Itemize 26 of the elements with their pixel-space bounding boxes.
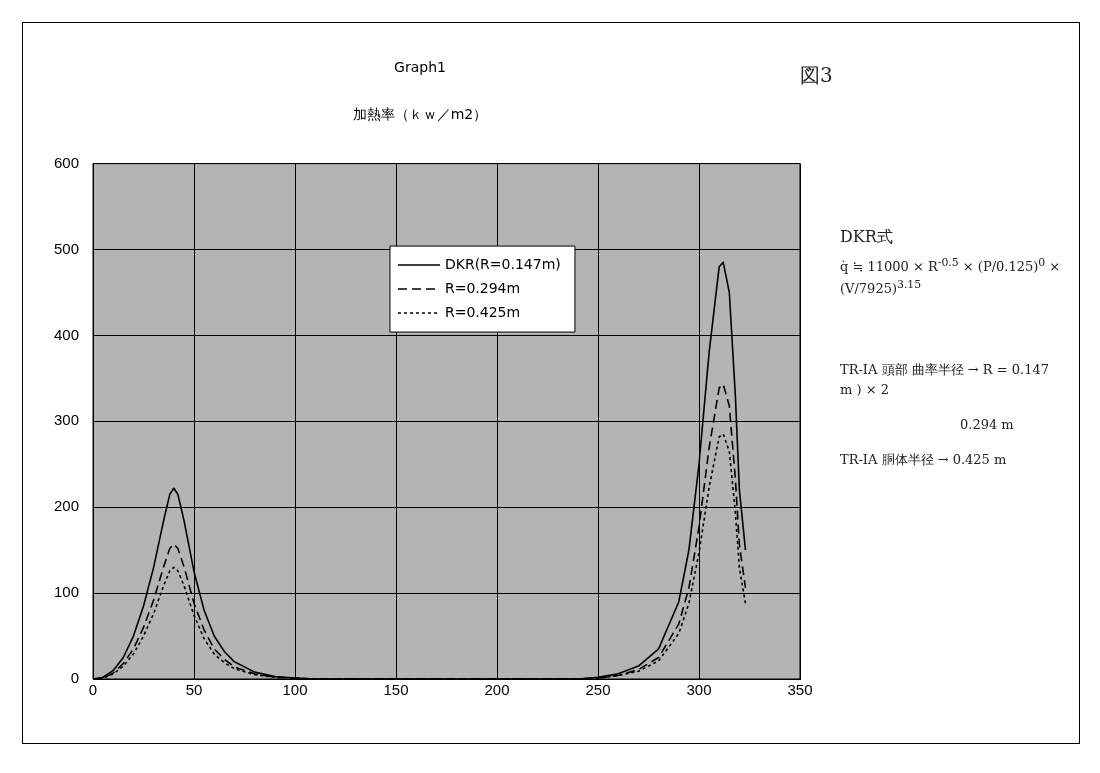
text: TR-IA 胴体半径 → 0.425 m: [840, 450, 1007, 470]
x-tick-label: 250: [585, 681, 611, 699]
caption: 図3: [800, 60, 833, 90]
x-tick-label: 50: [185, 681, 203, 699]
y-tick-label: 300: [54, 411, 80, 429]
y-tick-label: 500: [54, 239, 80, 257]
chart-subtitle: 加熱率（ｋｗ／m2）: [352, 105, 488, 122]
text: 0.294 m: [960, 415, 1014, 435]
legend-label: R=0.294m: [444, 279, 521, 296]
text: q̇ ≒ 11000 × R$^{-0.5}$ × (P/0.125)$^{0}$ × (V/7925)$^{3.15}$: [840, 256, 1061, 297]
y-tick-label: 400: [54, 325, 80, 343]
legend-label: R=0.425m: [444, 303, 521, 320]
x-tick-label: 350: [787, 681, 813, 699]
y-tick-label: 0: [70, 669, 80, 687]
y-tick-label: 200: [54, 497, 80, 515]
chart-title: Graph1: [394, 59, 446, 76]
x-tick-label: 300: [686, 681, 712, 699]
x-tick-label: 150: [383, 681, 409, 699]
x-tick-label: 0: [88, 681, 98, 699]
x-tick-label: 200: [484, 681, 510, 699]
text: DKR式: [840, 225, 893, 249]
x-tick-label: 100: [282, 681, 308, 699]
y-tick-label: 600: [54, 153, 80, 171]
y-tick-label: 100: [54, 583, 80, 601]
legend-label: DKR(R=0.147m): [444, 255, 561, 272]
text: TR-IA 頭部 曲率半径 → R = 0.147 m ) × 2: [840, 360, 1065, 399]
